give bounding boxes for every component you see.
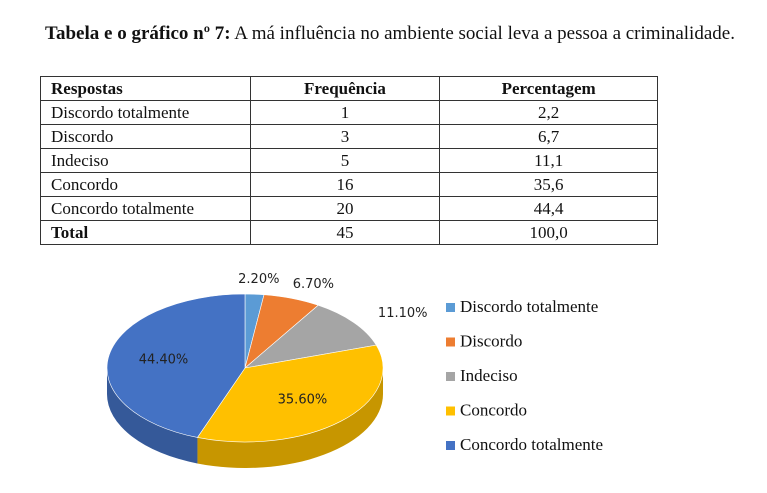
title-text: A má influência no ambiente social leva … <box>234 23 735 44</box>
legend-swatch <box>446 406 455 416</box>
slice-side-shade <box>106 368 198 464</box>
table-cell: 100,0 <box>439 220 658 245</box>
slice <box>243 304 377 369</box>
table-cell: Total <box>40 220 251 245</box>
table-cell: Concordo totalmente <box>40 196 251 221</box>
legend-label: Concordo <box>460 400 527 419</box>
table-row: Indeciso 5 11,1 <box>40 148 658 173</box>
title-label: Tabela e o gráfico nº 7: <box>45 23 231 44</box>
legend-label: Concordo totalmente <box>460 435 603 454</box>
legend-label: Discordo <box>460 331 522 350</box>
data-table: Respostas Frequência Percentagem Discordo t… <box>40 76 658 245</box>
table-row: Respostas Frequência Percentagem <box>40 76 658 101</box>
slice-side <box>106 368 198 464</box>
data-label: 6.70% <box>293 277 334 292</box>
slice <box>196 344 384 443</box>
table-row: Concordo totalmente 20 44,4 <box>40 196 658 221</box>
table-cell: Indeciso <box>40 148 251 173</box>
table-cell: 1 <box>249 100 441 125</box>
table-cell: 45 <box>249 220 441 245</box>
table-row: Total 45 100,0 <box>40 220 658 245</box>
table-row: Discordo totalmente 1 2,2 <box>40 100 658 125</box>
data-label: 44.40% <box>139 353 189 368</box>
slice <box>106 293 246 438</box>
slice-side <box>197 368 383 468</box>
data-label: 11.10% <box>378 306 428 321</box>
title: Tabela e o gráfico nº 7: A má influência… <box>20 20 760 47</box>
legend-label: Discordo totalmente <box>460 297 598 316</box>
data-label: 2.20% <box>238 272 279 287</box>
data-label: 35.60% <box>278 392 328 407</box>
legend-swatch <box>446 337 455 347</box>
legend-swatch <box>446 441 455 450</box>
legend-swatch <box>446 303 455 312</box>
table-body: Respostas Frequência Percentagem Discordo t… <box>40 76 658 245</box>
table-cell: 11,1 <box>439 148 658 173</box>
legend-swatch <box>446 372 455 381</box>
table-cell: 5 <box>249 148 441 173</box>
table-cell: Discordo totalmente <box>40 100 251 125</box>
legend-label: Indeciso <box>460 366 518 385</box>
table-cell: 2,2 <box>439 100 658 125</box>
slice-side-shade <box>197 368 383 468</box>
